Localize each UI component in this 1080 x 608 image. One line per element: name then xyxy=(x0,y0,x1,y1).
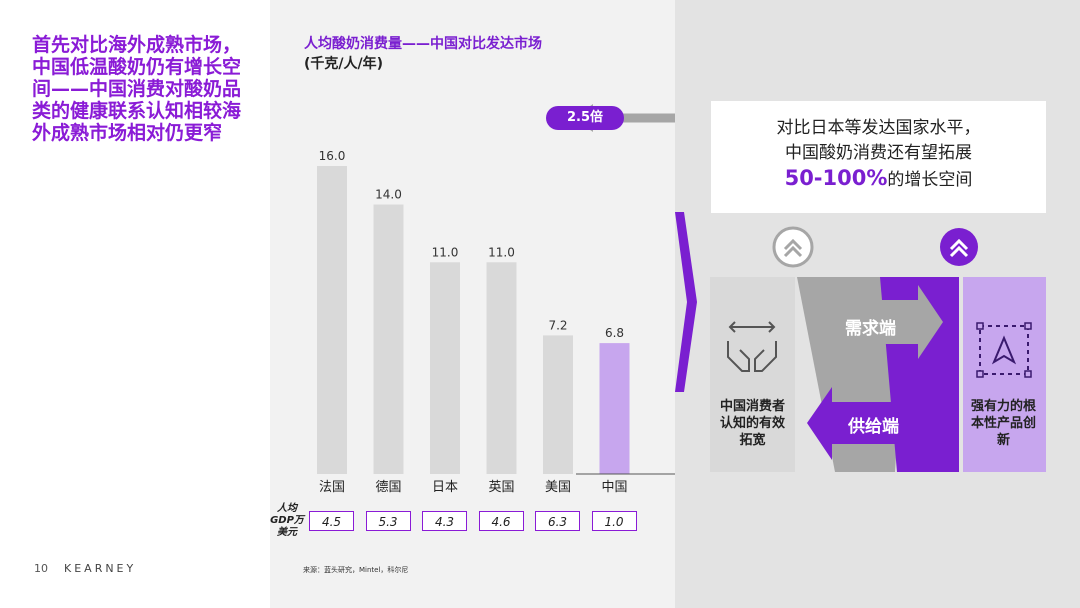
bar-value-label: 11.0 xyxy=(432,245,459,259)
source-note: 来源：蓝头研究，Mintel，科尔尼 xyxy=(303,566,409,574)
callout-line-1: 对比日本等发达国家水平， xyxy=(776,118,981,138)
multiplier-arrow-line xyxy=(586,113,675,123)
chart-unit: (千克/人/年) xyxy=(304,56,384,72)
bar-value-label: 11.0 xyxy=(488,245,515,259)
category-label: 中国 xyxy=(601,480,627,495)
bar-value-label: 14.0 xyxy=(375,188,402,202)
category-label: 法国 xyxy=(319,480,345,495)
gdp-value-box: 4.5 xyxy=(309,511,354,531)
callout-tail: 的增长空间 xyxy=(887,170,973,190)
multiplier-label: 2.5倍 xyxy=(566,110,604,125)
gdp-label: 人均GDP万美元 xyxy=(270,503,304,538)
bar-value-label: 7.2 xyxy=(548,318,567,332)
bar-value-label: 16.0 xyxy=(319,149,346,163)
gdp-value-box: 4.3 xyxy=(422,511,467,531)
left-caption: 中国消费者认知的有效拓宽 xyxy=(719,399,785,448)
innovation-target-icon xyxy=(976,322,1032,378)
callout-line-3: 50-100%的增长空间 xyxy=(711,166,1046,193)
bar-5 xyxy=(599,343,630,474)
supply-arrow xyxy=(807,387,913,460)
gdp-value-box: 5.3 xyxy=(365,511,411,531)
gdp-value-box: 1.0 xyxy=(591,511,637,531)
right-caption: 强有力的根本性产品创新 xyxy=(970,399,1036,448)
bar-3 xyxy=(486,262,517,474)
chevron-connector-icon xyxy=(675,212,697,392)
category-label: 日本 xyxy=(432,480,458,495)
callout-box: 对比日本等发达国家水平， 中国酸奶消费还有望拓展 50-100%的增长空间 xyxy=(711,101,1046,213)
page-number: 10 xyxy=(34,562,48,575)
brand-logo: KEARNEY xyxy=(64,562,137,575)
bar-0 xyxy=(317,166,347,474)
category-label: 德国 xyxy=(375,480,401,495)
bar-1 xyxy=(373,204,404,474)
multiplier-badge: 2.5倍 xyxy=(546,106,624,130)
bar-value-label: 6.8 xyxy=(605,326,624,340)
chart-title: 人均酸奶消费量——中国对比发达市场 xyxy=(304,36,542,52)
supply-label: 供给端 xyxy=(848,417,899,437)
demand-arrow xyxy=(820,285,943,359)
callout-line-2: 中国酸奶消费还有望拓展 xyxy=(785,143,972,163)
page-title: 首先对比海外成熟市场，中国低温酸奶仍有增长空间——中国消费对酸奶品类的健康联系认… xyxy=(32,34,242,144)
bar-4 xyxy=(543,335,573,474)
growth-diagram xyxy=(675,212,1046,472)
chevron-up-icon-grey xyxy=(772,226,814,268)
gdp-value-box: 4.6 xyxy=(478,511,524,531)
callout-highlight: 50-100% xyxy=(784,166,888,190)
left-panel-bg xyxy=(710,277,795,472)
bar-chart: 16.0 法国 14.0 德国 11.0 日本 11.0 英国 7.2 美国 6.8 中国 xyxy=(317,104,675,495)
category-label: 美国 xyxy=(545,480,571,495)
bar-2 xyxy=(430,262,460,474)
chevron-up-icon-purple xyxy=(940,228,978,266)
gdp-value-box: 6.3 xyxy=(535,511,580,531)
demand-label: 需求端 xyxy=(845,319,896,339)
expand-hands-icon xyxy=(727,321,777,372)
category-label: 英国 xyxy=(488,480,514,495)
